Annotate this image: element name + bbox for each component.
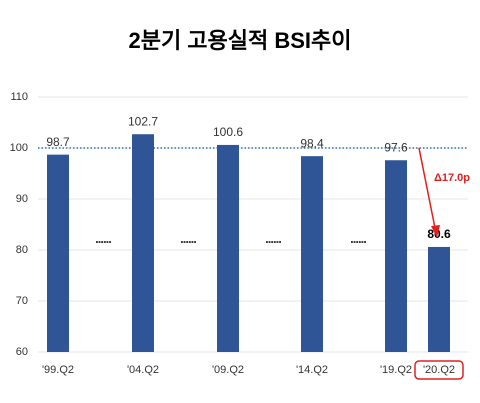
bar xyxy=(301,156,323,352)
gap-marker: ...... xyxy=(265,231,281,246)
y-tick-label: 70 xyxy=(16,295,28,307)
value-label: 98.7 xyxy=(46,135,70,149)
y-tick-label: 90 xyxy=(16,193,28,205)
x-tick-label: '04.Q2 xyxy=(127,364,159,376)
chart-title: 2분기 고용실적 BSI추이 xyxy=(128,28,351,53)
value-label: 100.6 xyxy=(213,125,243,139)
x-tick-label: '19.Q2 xyxy=(380,364,412,376)
gap-marker: ...... xyxy=(350,231,366,246)
value-label: 102.7 xyxy=(128,114,158,128)
x-tick-label: '20.Q2 xyxy=(423,364,455,376)
annotation-arrowhead xyxy=(431,225,440,238)
bar xyxy=(428,246,450,352)
y-tick-label: 80 xyxy=(16,244,28,256)
gap-marker: ...... xyxy=(95,231,111,246)
y-tick-label: 100 xyxy=(10,142,28,154)
x-tick-label: '99.Q2 xyxy=(42,364,74,376)
annotation-arrow xyxy=(418,147,436,229)
value-label: 97.6 xyxy=(384,140,408,154)
bar xyxy=(217,144,239,352)
bar xyxy=(385,160,407,352)
highlight-box xyxy=(414,360,464,380)
y-tick-label: 110 xyxy=(10,91,28,103)
bar xyxy=(47,154,69,352)
value-label: 80.6 xyxy=(427,227,451,241)
gap-marker: ...... xyxy=(180,231,196,246)
bar xyxy=(132,134,154,352)
x-tick-label: '14.Q2 xyxy=(296,364,328,376)
x-tick-label: '09.Q2 xyxy=(212,364,244,376)
y-tick-label: 60 xyxy=(16,346,28,358)
annotation: Δ17.0p xyxy=(434,172,470,184)
value-label: 98.4 xyxy=(300,136,324,150)
